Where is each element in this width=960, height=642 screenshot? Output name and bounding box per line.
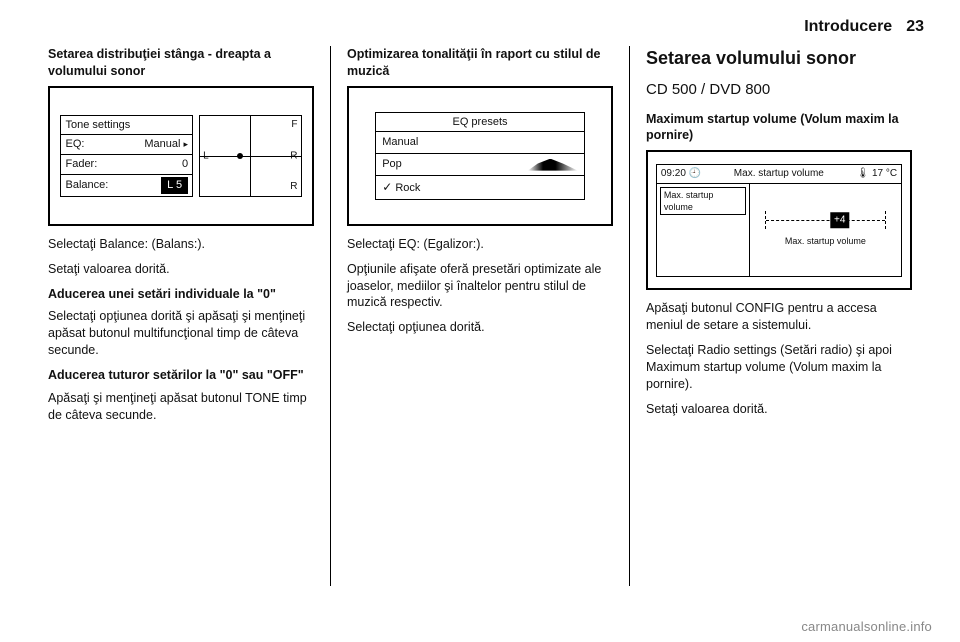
slider-track-line xyxy=(766,220,885,221)
col3-p2: Selectaţi Radio settings (Setări radio) … xyxy=(646,342,912,393)
page-header: Introducere 23 xyxy=(32,18,928,36)
tone-row-balance: Balance: L 5 xyxy=(61,174,192,196)
clock-icon: 🕘 xyxy=(689,168,701,179)
col1-sub1-heading: Aducerea unei setări individuale la "0" xyxy=(48,286,314,303)
tone-settings-figure: Tone settings EQ: Manual ▸ Fader: 0 Bala… xyxy=(48,86,314,226)
col1-heading: Setarea distribuţiei stânga - dreapta a … xyxy=(48,46,314,80)
column-2: Optimizarea tonalităţii în raport cu sti… xyxy=(330,46,629,586)
tone-settings-title: Tone settings xyxy=(61,116,192,136)
eq-row-rock: ✓ Rock xyxy=(376,175,584,199)
col1-sub2-heading: Aducerea tuturor setărilor la "0" sau "O… xyxy=(48,367,314,384)
startup-caption: Max. startup volume xyxy=(785,235,866,247)
startup-title: Max. startup volume xyxy=(734,167,824,181)
col1-sub2-text: Apăsaţi şi menţineţi apăsat butonul TONE… xyxy=(48,390,314,424)
compass-hline xyxy=(200,156,300,157)
tone-balance-value: L 5 xyxy=(161,177,188,194)
watermark: carmanualsonline.info xyxy=(801,619,932,634)
tone-row-eq: EQ: Manual ▸ xyxy=(61,135,192,154)
startup-temp-group: 🌡 17 °C xyxy=(857,167,898,181)
startup-volume-figure: 09:20 🕘 Max. startup volume 🌡 17 °C Max.… xyxy=(646,150,912,290)
compass-dot xyxy=(237,153,243,159)
eq-presets-figure: EQ presets Manual Pop ✓ Rock xyxy=(347,86,613,226)
col1-sub1-text: Selectaţi opţiunea dorită şi apăsaţi şi … xyxy=(48,308,314,359)
compass-f: F xyxy=(291,118,297,132)
col1-p2: Setaţi valoarea dorită. xyxy=(48,261,314,278)
tone-eq-label: EQ: xyxy=(65,137,84,152)
startup-status-bar: 09:20 🕘 Max. startup volume 🌡 17 °C xyxy=(657,165,901,184)
startup-time: 09:20 xyxy=(661,168,686,179)
startup-body: Max. startup volume +4 Max. startup volu… xyxy=(657,184,901,276)
col3-p3: Setaţi valoarea dorită. xyxy=(646,401,912,418)
col3-p1: Apăsaţi butonul CONFIG pentru a accesa m… xyxy=(646,300,912,334)
col2-p1: Selectaţi EQ: (Egalizor:). xyxy=(347,236,613,253)
startup-volume-panel: 09:20 🕘 Max. startup volume 🌡 17 °C Max.… xyxy=(656,164,902,277)
tone-eq-value: Manual ▸ xyxy=(144,137,188,152)
col3-sub-heading: CD 500 / DVD 800 xyxy=(646,80,912,100)
eq-presets-title: EQ presets xyxy=(376,113,584,133)
tone-fader-label: Fader: xyxy=(65,157,97,172)
header-page-number: 23 xyxy=(906,18,924,36)
tone-fader-value: 0 xyxy=(182,157,188,172)
check-icon: ✓ xyxy=(382,180,392,194)
slider-knob: +4 xyxy=(830,213,849,229)
eq-presets-panel: EQ presets Manual Pop ✓ Rock xyxy=(375,112,585,200)
tone-settings-list: Tone settings EQ: Manual ▸ Fader: 0 Bala… xyxy=(60,115,193,197)
eq-row-manual: Manual xyxy=(376,132,584,153)
col2-p2: Opţiunile afişate oferă presetări optimi… xyxy=(347,261,613,312)
col2-p3: Selectaţi opţiunea dorită. xyxy=(347,319,613,336)
header-title: Introducere xyxy=(804,18,892,36)
startup-slider: +4 xyxy=(765,211,886,229)
col1-p1: Selectaţi Balance: (Balans:). xyxy=(48,236,314,253)
eq-row-pop: Pop xyxy=(376,153,584,175)
eq-manual-label: Manual xyxy=(382,135,418,150)
eq-pop-label: Pop xyxy=(382,157,402,172)
thermometer-icon: 🌡 xyxy=(857,168,870,179)
tone-row-fader: Fader: 0 xyxy=(61,154,192,174)
eq-rock-label: ✓ Rock xyxy=(382,179,420,196)
tone-settings-panel: Tone settings EQ: Manual ▸ Fader: 0 Bala… xyxy=(60,115,301,197)
column-3: Setarea volumului sonor CD 500 / DVD 800… xyxy=(629,46,928,586)
page: Introducere 23 Setarea distribuţiei stân… xyxy=(0,0,960,642)
startup-menu-item: Max. startup volume xyxy=(660,187,746,215)
eq-curve-icon xyxy=(528,159,578,171)
column-1: Setarea distribuţiei stânga - dreapta a … xyxy=(32,46,330,586)
compass-rear: R xyxy=(290,180,297,194)
startup-slider-area: +4 Max. startup volume xyxy=(750,184,901,276)
startup-menu: Max. startup volume xyxy=(657,184,750,276)
startup-time-group: 09:20 🕘 xyxy=(661,167,701,181)
col3-big-heading: Setarea volumului sonor xyxy=(646,46,912,70)
tone-balance-label: Balance: xyxy=(65,178,108,193)
col2-heading: Optimizarea tonalităţii în raport cu sti… xyxy=(347,46,613,80)
startup-temp: 17 °C xyxy=(872,168,897,179)
chevron-right-icon: ▸ xyxy=(184,139,189,149)
content-columns: Setarea distribuţiei stânga - dreapta a … xyxy=(32,46,928,586)
balance-compass: F R L R xyxy=(199,115,301,197)
col3-section-heading: Maximum startup volume (Volum maxim la p… xyxy=(646,111,912,145)
